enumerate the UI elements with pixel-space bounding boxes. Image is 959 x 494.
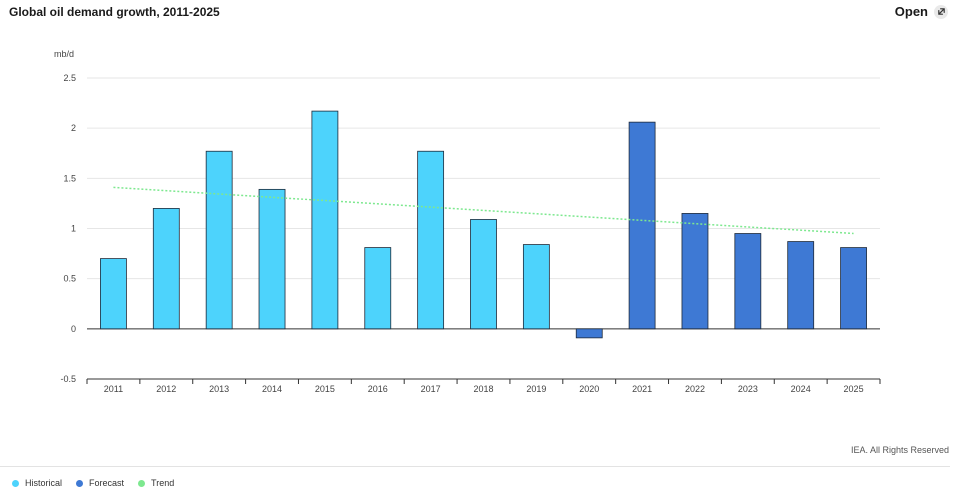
bar-forecast-2023 [734,233,762,330]
legend-dot-forecast [76,479,84,487]
bar-historical-2015 [311,110,339,330]
legend-label-trend: Trend [151,478,175,488]
bar-historical-2013 [205,150,233,330]
expand-icon[interactable] [934,4,948,19]
y-tick-label: 1.5 [63,173,76,183]
legend-dot-trend [138,479,146,487]
x-tick-label-2019: 2019 [526,384,546,394]
x-tick-label-2022: 2022 [685,384,705,394]
legend-item-historical[interactable]: Historical [12,478,62,488]
y-tick-label: -0.5 [60,374,76,384]
legend-label-historical: Historical [25,478,63,488]
x-tick-label-2011: 2011 [104,384,123,394]
bar-historical-2012 [152,208,180,330]
legend-label-forecast: Forecast [89,478,125,488]
bar-forecast-2022 [681,213,709,330]
legend-dot-historical [12,479,19,487]
x-tick-label-2016: 2016 [368,384,388,394]
legend-divider [0,466,950,467]
bar-chart: 2.5 2 1.5 1 0.5 0 -0.5 2011 2012 2013 2014 2015 2016… [60,73,881,394]
x-tick-label-2020: 2020 [579,384,599,394]
bar-historical-2019 [522,244,550,330]
open-button[interactable]: Open [895,4,948,19]
x-tick-label-2017: 2017 [421,384,441,394]
x-tick-label-2015: 2015 [315,384,335,394]
legend-item-forecast[interactable]: Forecast [76,478,124,488]
open-label: Open [894,4,928,19]
y-tick-label: 0.5 [63,274,76,284]
trend-line [113,186,854,235]
bar-historical-2018 [470,219,497,330]
x-tick-label-2012: 2012 [156,384,176,394]
x-tick-label-2014: 2014 [262,384,282,394]
x-tick-label-2024: 2024 [791,384,811,394]
x-tick-label-2021: 2021 [632,384,652,394]
legend: Historical Forecast Trend [12,478,174,488]
x-tick-label-2013: 2013 [209,384,229,394]
legend-item-trend[interactable]: Trend [138,478,174,488]
x-tick-label-2018: 2018 [473,384,493,394]
y-tick-label: 2.5 [63,73,76,83]
y-tick-label: 2 [71,123,76,133]
bar-forecast-2021 [628,121,656,330]
bar-forecast-2020 [575,328,603,339]
x-tick-label-2023: 2023 [738,384,758,394]
x-tick-label-2025: 2025 [844,384,864,394]
bar-historical-2014 [258,188,286,330]
y-axis-unit: mb/d [54,49,75,59]
bar-historical-2016 [364,247,392,330]
bar-forecast-2024 [787,241,815,330]
chart-title: Global oil demand growth, 2011-2025 [9,5,220,19]
bar-historical-2011 [100,258,127,330]
credit-text: IEA. All Rights Reserved [850,445,949,455]
bar-forecast-2025 [840,247,867,330]
bar-historical-2017 [417,150,445,330]
y-tick-label: 0 [71,324,76,334]
y-tick-label: 1 [71,224,76,234]
